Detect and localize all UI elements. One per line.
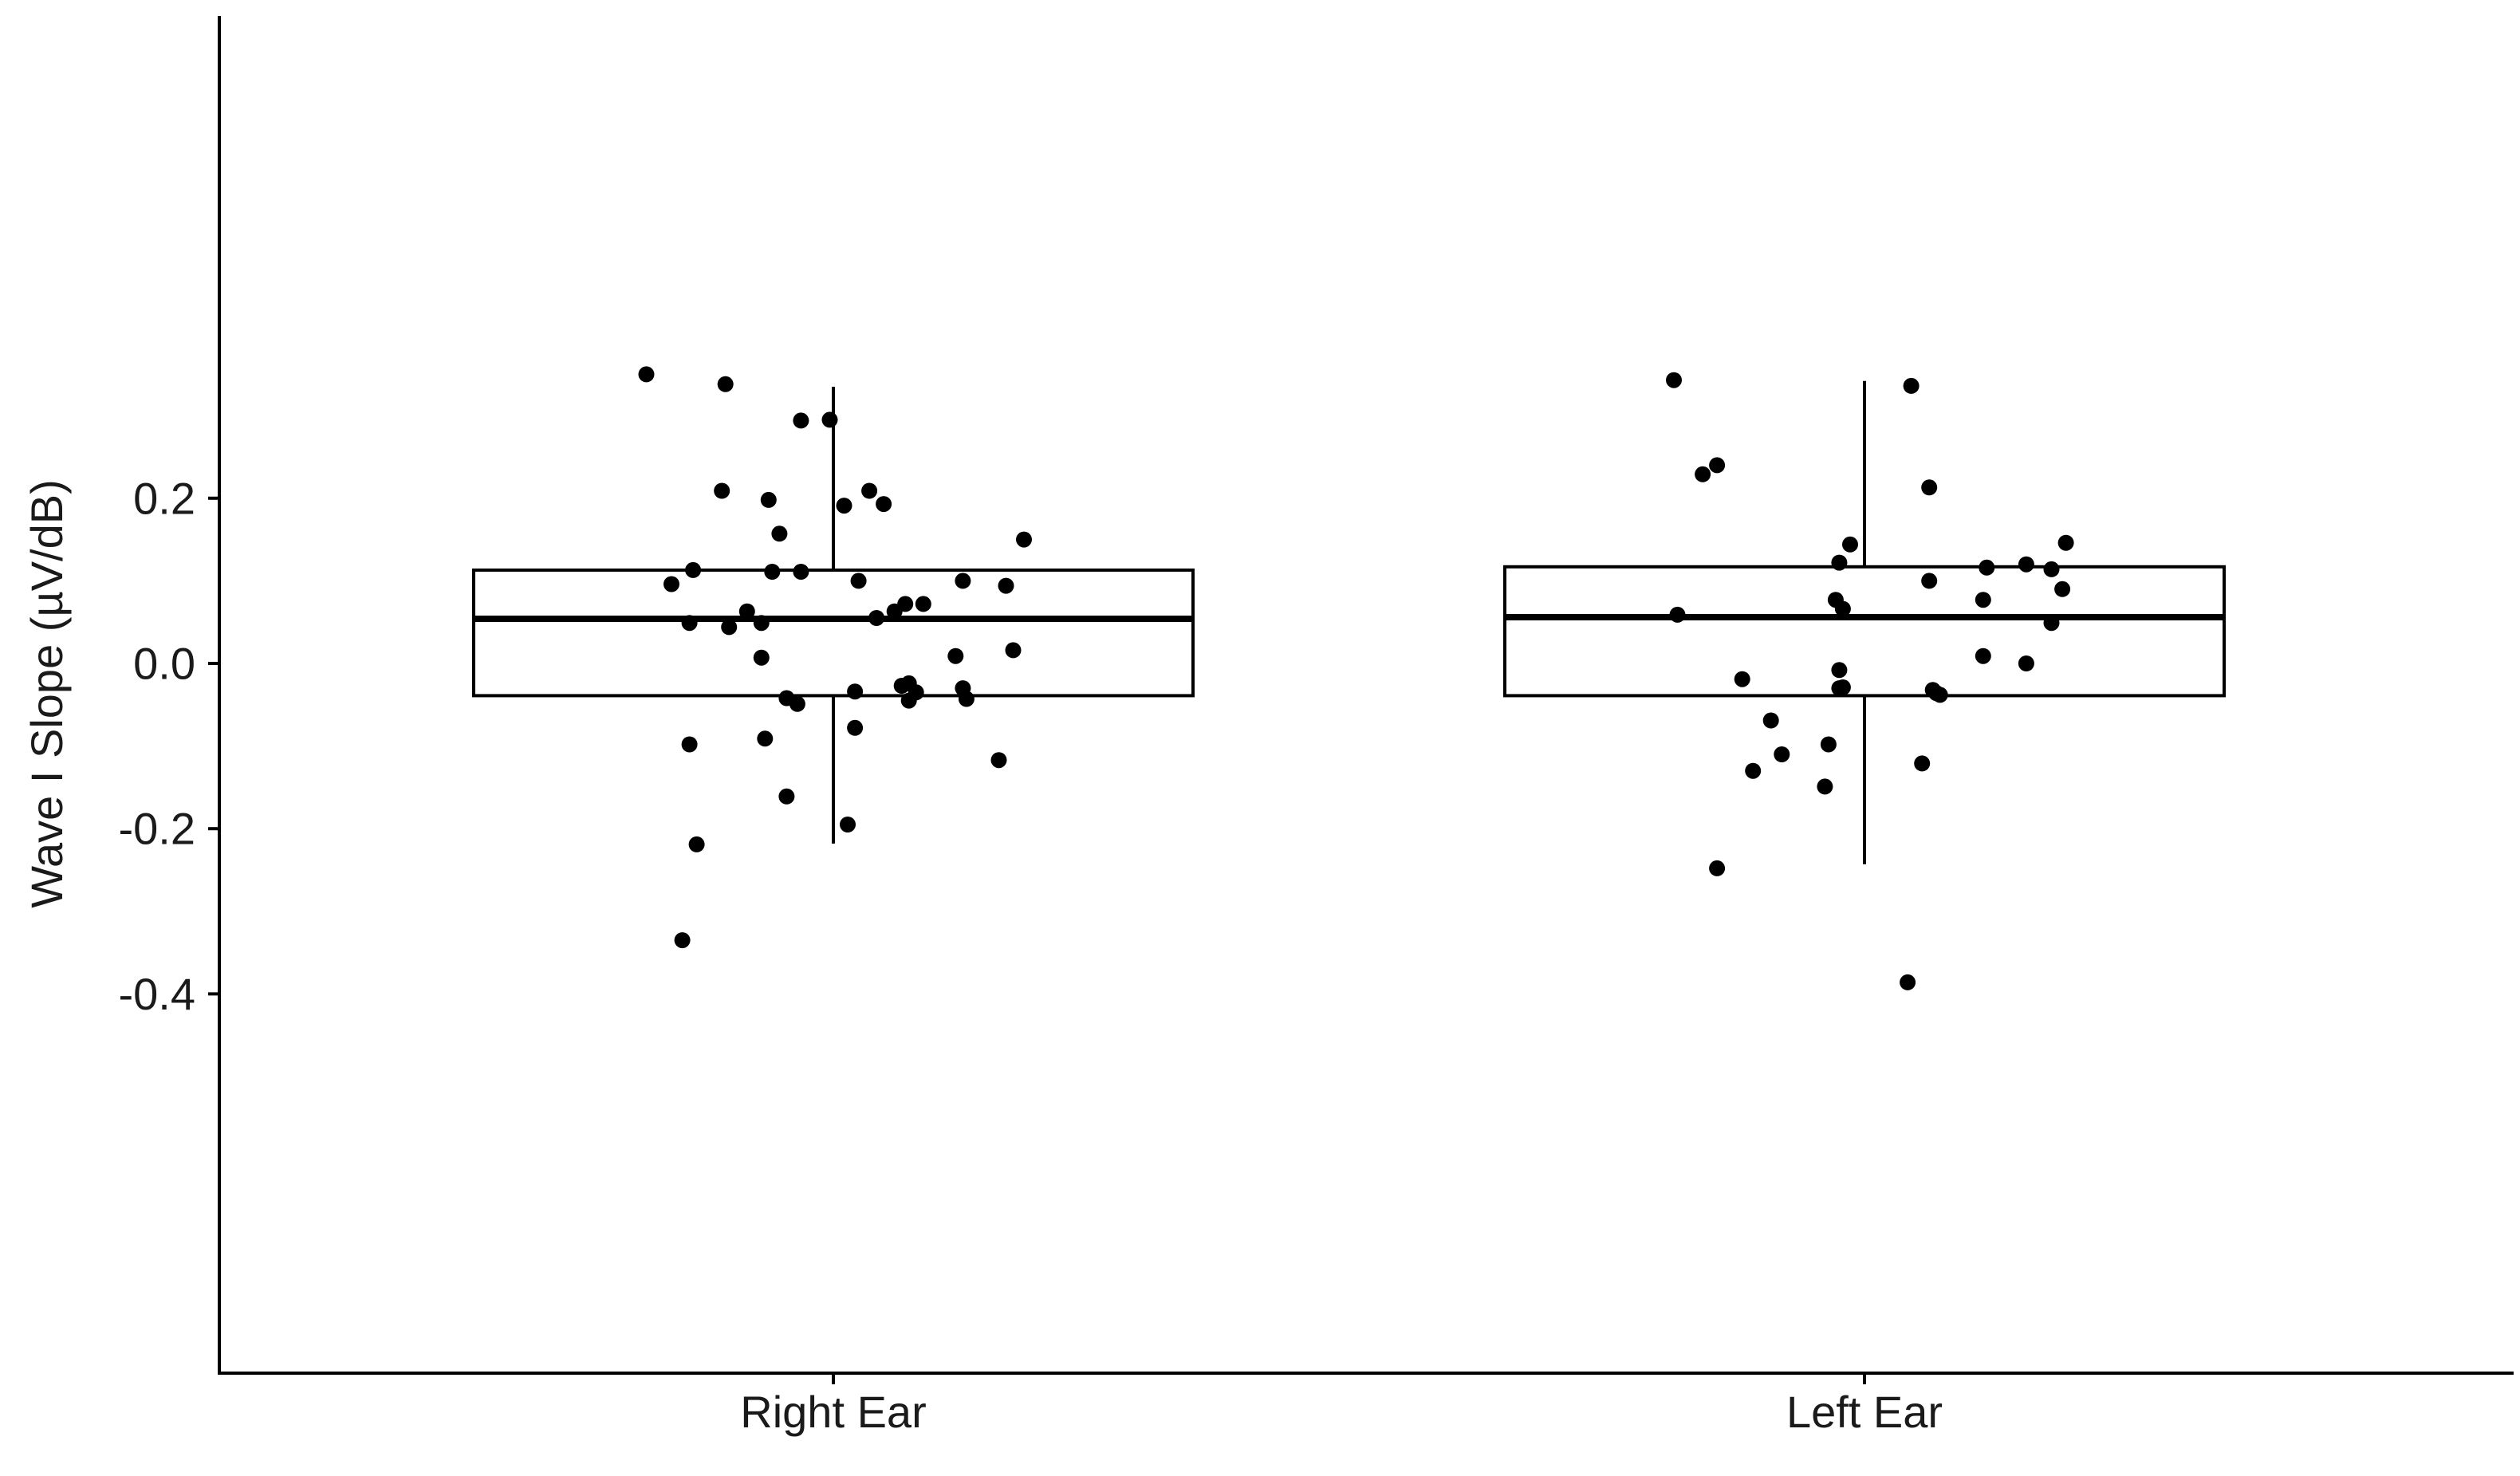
data-point-right-ear — [947, 647, 964, 664]
y-tick-label: -0.4 — [119, 969, 196, 1019]
data-point-right-ear — [674, 932, 691, 949]
data-point-left-ear — [1734, 671, 1750, 687]
data-point-left-ear — [2043, 615, 2060, 632]
data-point-left-ear — [2018, 655, 2034, 671]
x-ticks: Right Ear Left Ear — [740, 1373, 1943, 1437]
data-point-right-ear — [681, 736, 698, 753]
data-point-right-ear — [753, 649, 770, 666]
data-point-right-ear — [836, 498, 852, 514]
data-point-left-ear — [1695, 466, 1711, 482]
data-point-right-ear — [1005, 642, 1022, 659]
boxes-layer — [472, 380, 2226, 864]
data-point-right-ear — [771, 525, 788, 542]
data-point-left-ear — [1709, 860, 1726, 876]
data-point-left-ear — [2018, 556, 2034, 573]
data-point-right-ear — [876, 496, 892, 513]
data-point-left-ear — [1903, 377, 1920, 394]
data-point-left-ear — [1709, 457, 1726, 474]
data-point-right-ear — [958, 691, 975, 707]
data-point-right-ear — [840, 817, 856, 832]
data-point-right-ear — [886, 603, 903, 620]
y-tick-label: -0.2 — [119, 804, 196, 854]
data-point-right-ear — [721, 619, 738, 636]
data-point-left-ear — [1817, 778, 1833, 795]
y-tick-label: 0.2 — [133, 473, 195, 523]
data-point-left-ear — [1979, 559, 1995, 576]
data-point-right-ear — [717, 376, 734, 392]
data-point-right-ear — [638, 366, 655, 383]
data-point-left-ear — [1921, 573, 1938, 589]
data-point-right-ear — [821, 411, 838, 428]
y-axis-title: Wave I Slope (µV/dB) — [22, 479, 72, 908]
data-point-right-ear — [1016, 531, 1032, 548]
data-point-left-ear — [1834, 600, 1851, 617]
box-left-ear — [1503, 380, 2226, 864]
data-point-right-ear — [861, 482, 878, 499]
data-point-left-ear — [1842, 536, 1858, 553]
data-point-right-ear — [778, 788, 795, 805]
data-point-left-ear — [1669, 606, 1686, 623]
data-point-right-ear — [793, 564, 809, 580]
data-point-right-ear — [681, 615, 698, 632]
data-point-right-ear — [793, 412, 809, 429]
data-point-left-ear — [1745, 762, 1762, 779]
data-point-right-ear — [893, 678, 910, 694]
data-point-right-ear — [847, 683, 864, 700]
data-point-right-ear — [738, 603, 755, 620]
data-point-left-ear — [1975, 647, 1991, 664]
data-point-right-ear — [900, 692, 917, 709]
y-ticks: 0.2 0.0 -0.2 -0.4 — [119, 473, 219, 1019]
data-point-right-ear — [688, 836, 705, 852]
box-right-ear — [472, 386, 1195, 844]
data-point-right-ear — [847, 719, 864, 736]
data-point-left-ear — [1666, 372, 1682, 388]
data-point-left-ear — [1931, 687, 1948, 703]
data-point-right-ear — [850, 573, 867, 589]
interquartile-box — [472, 568, 1195, 698]
data-point-left-ear — [1762, 712, 1779, 729]
axes-layer — [218, 16, 2514, 1375]
data-point-left-ear — [1831, 680, 1848, 697]
data-point-left-ear — [1900, 974, 1916, 990]
interquartile-box — [1503, 565, 2226, 698]
data-point-right-ear — [753, 615, 770, 632]
data-point-right-ear — [764, 564, 781, 580]
data-point-right-ear — [998, 577, 1014, 594]
data-point-left-ear — [1975, 592, 1991, 608]
x-tick-label: Left Ear — [1786, 1387, 1943, 1437]
data-point-left-ear — [1831, 554, 1848, 571]
points-layer — [638, 366, 2074, 990]
data-point-right-ear — [915, 596, 931, 612]
y-tick-label: 0.0 — [133, 639, 195, 689]
data-point-left-ear — [2043, 561, 2060, 577]
data-point-left-ear — [2054, 581, 2071, 597]
data-point-right-ear — [955, 573, 971, 589]
data-point-left-ear — [1820, 736, 1837, 753]
data-point-left-ear — [1921, 479, 1938, 496]
data-point-right-ear — [868, 610, 885, 626]
data-point-right-ear — [714, 482, 730, 499]
data-point-right-ear — [685, 561, 702, 578]
data-point-right-ear — [789, 695, 805, 712]
data-point-left-ear — [1774, 746, 1790, 762]
data-point-right-ear — [663, 576, 679, 592]
data-point-right-ear — [760, 491, 777, 508]
x-tick-label: Right Ear — [740, 1387, 926, 1437]
data-point-right-ear — [990, 752, 1007, 769]
data-point-left-ear — [1831, 662, 1848, 679]
data-point-right-ear — [757, 730, 774, 747]
data-point-left-ear — [1914, 755, 1931, 772]
data-point-left-ear — [2057, 534, 2074, 551]
